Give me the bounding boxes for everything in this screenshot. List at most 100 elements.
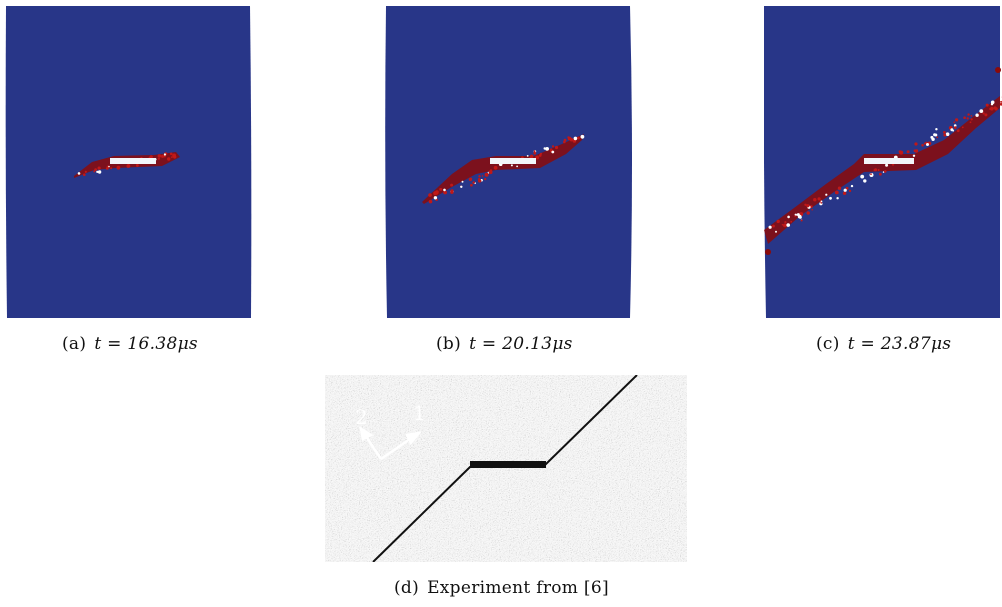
damage-speckle [545, 147, 549, 151]
damage-speckle [790, 220, 793, 223]
simulation-panel-c [764, 4, 1002, 320]
damage-speckle [171, 156, 173, 159]
axis-label-1: 1 [413, 401, 426, 425]
damage-speckle [83, 173, 86, 176]
damage-speckle [984, 113, 988, 117]
damage-speckle [77, 172, 81, 175]
damage-speckle [428, 193, 432, 197]
damage-speckle [956, 129, 960, 133]
damage-speckle [806, 204, 810, 208]
damage-speckle [943, 131, 946, 134]
damage-speckle [999, 102, 1002, 106]
damage-speckle [484, 172, 489, 177]
damage-speckle [879, 172, 882, 176]
damage-speckle [966, 117, 969, 120]
damage-speckle [921, 144, 924, 147]
specimen-plot-b [385, 6, 632, 318]
damage-speckle [573, 136, 578, 141]
damage-speckle [163, 155, 166, 158]
granite-texture [325, 375, 687, 562]
damage-speckle [580, 134, 585, 139]
damage-speckle [433, 196, 438, 200]
damage-speckle [443, 190, 447, 195]
damage-speckle [970, 118, 973, 121]
damage-speckle [554, 145, 559, 150]
edge-damage [765, 249, 771, 255]
damage-speckle [96, 170, 99, 173]
damage-speckle [863, 179, 867, 183]
damage-speckle [450, 183, 454, 187]
caption-text: Experiment from [6] [427, 578, 609, 598]
experiment-image [325, 375, 687, 562]
damage-speckle [516, 165, 518, 168]
damage-speckle [161, 154, 165, 158]
damage-speckle [435, 192, 438, 195]
damage-speckle [533, 151, 537, 155]
initial-notch [490, 158, 536, 164]
damage-speckle [950, 128, 954, 132]
damage-speckle [935, 128, 938, 131]
damage-speckle [484, 178, 487, 181]
damage-speckle [127, 163, 130, 166]
damage-speckle [781, 223, 784, 226]
caption-c: (c) t = 23.87μs [816, 334, 951, 354]
damage-speckle [850, 184, 854, 188]
damage-speckle [806, 211, 810, 215]
damage-speckle [994, 107, 998, 111]
damage-speckle [157, 154, 161, 158]
damage-speckle [110, 167, 113, 170]
damage-speckle [936, 136, 939, 139]
damage-speckle [461, 180, 464, 183]
damage-speckle [478, 175, 481, 178]
damage-speckle [460, 185, 463, 188]
damage-speckle [967, 113, 970, 116]
damage-speckle [470, 183, 473, 187]
damage-speckle [843, 188, 847, 192]
damage-speckle [439, 187, 443, 191]
specimen-plot-c [764, 6, 1002, 318]
damage-speckle [772, 224, 775, 228]
damage-speckle [934, 133, 938, 137]
damage-speckle [477, 178, 481, 181]
damage-speckle [94, 168, 97, 172]
damage-speckle [167, 157, 171, 161]
damage-speckle [783, 223, 787, 228]
damage-speckle [963, 116, 966, 119]
initial-notch [470, 461, 546, 468]
damage-speckle [443, 188, 446, 192]
damage-speckle [961, 126, 964, 129]
caption-b: (b) t = 20.13μs [436, 334, 573, 354]
damage-speckle [493, 165, 498, 170]
damage-speckle [955, 118, 959, 122]
damage-speckle [797, 214, 802, 219]
damage-speckle [874, 168, 878, 172]
damage-speckle [990, 100, 995, 105]
panel-label: (b) [436, 334, 462, 354]
damage-speckle [97, 170, 102, 174]
damage-speckle [877, 169, 880, 171]
damage-speckle [882, 171, 885, 173]
experiment-photo: 2 1 [325, 375, 687, 562]
damage-speckle [157, 157, 160, 160]
initial-notch [864, 158, 914, 164]
damage-speckle [84, 170, 87, 173]
panel-label: (d) [394, 578, 420, 598]
damage-speckle [163, 153, 166, 156]
damage-speckle [884, 170, 887, 173]
damage-speckle [768, 225, 772, 229]
damage-speckle [979, 109, 984, 113]
damage-speckle [829, 196, 832, 200]
damage-speckles [768, 96, 1002, 233]
damage-speckle [472, 181, 475, 184]
damage-speckle [510, 164, 513, 167]
damage-speckle [481, 175, 484, 177]
damage-speckle [173, 155, 177, 159]
damage-speckle [885, 163, 889, 167]
damage-speckle [551, 150, 555, 154]
damage-speckle [533, 150, 536, 153]
axis-arrows [359, 426, 423, 461]
damage-speckle [990, 106, 994, 111]
simulation-panel-b [384, 4, 634, 320]
damage-speckle [985, 103, 989, 107]
damage-speckle [775, 230, 777, 233]
